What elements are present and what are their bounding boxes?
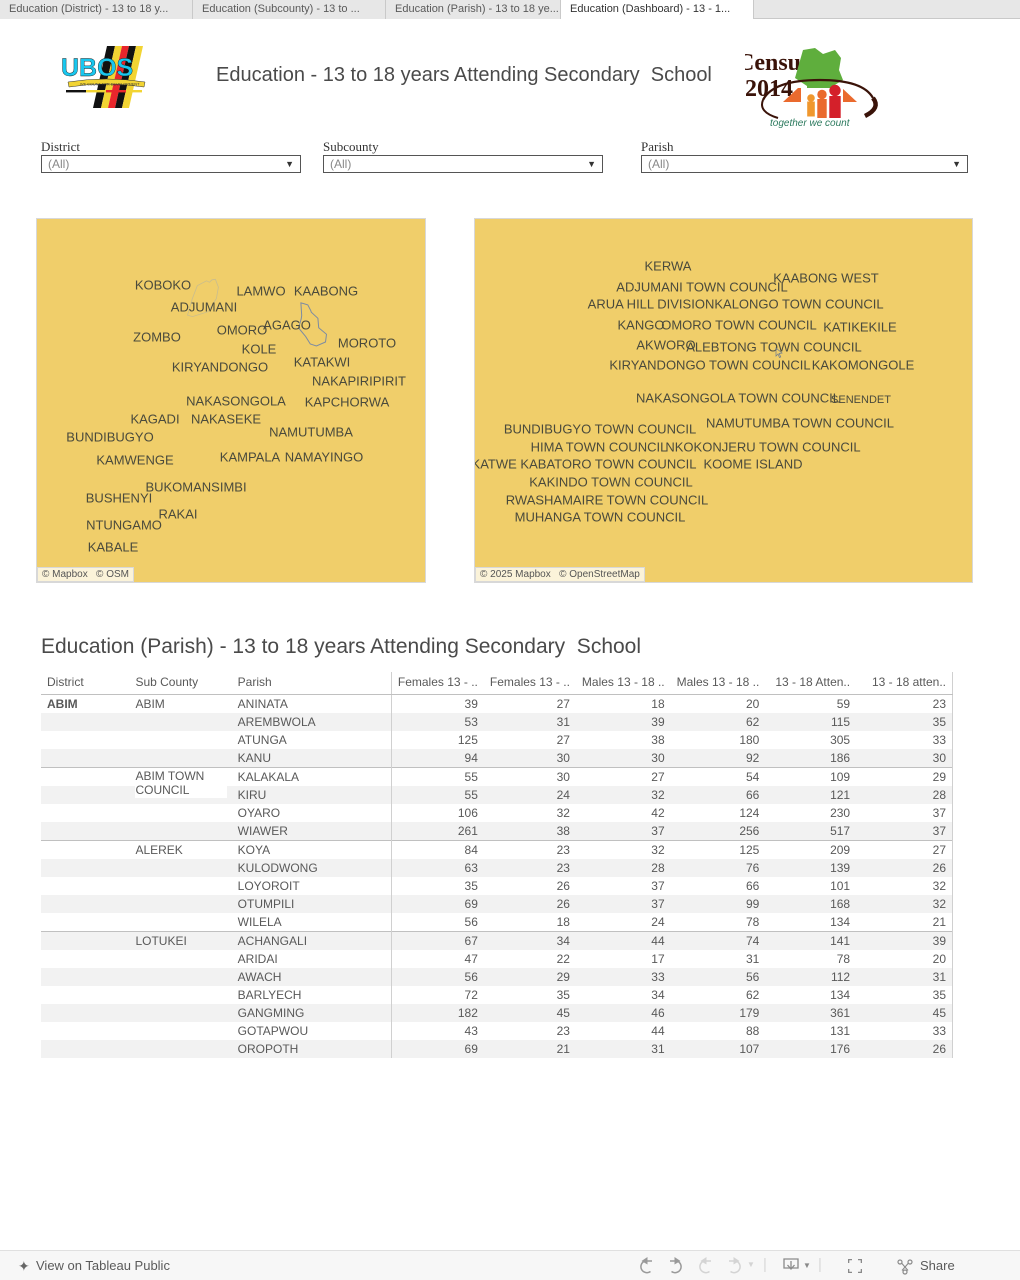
svg-text:together we count: together we count — [770, 118, 851, 129]
svg-text:2014: 2014 — [745, 76, 793, 102]
svg-text:UBOS: UBOS — [61, 54, 133, 82]
svg-text:WE COUNT FOR DEVELOPMENT: WE COUNT FOR DEVELOPMENT — [80, 83, 140, 87]
